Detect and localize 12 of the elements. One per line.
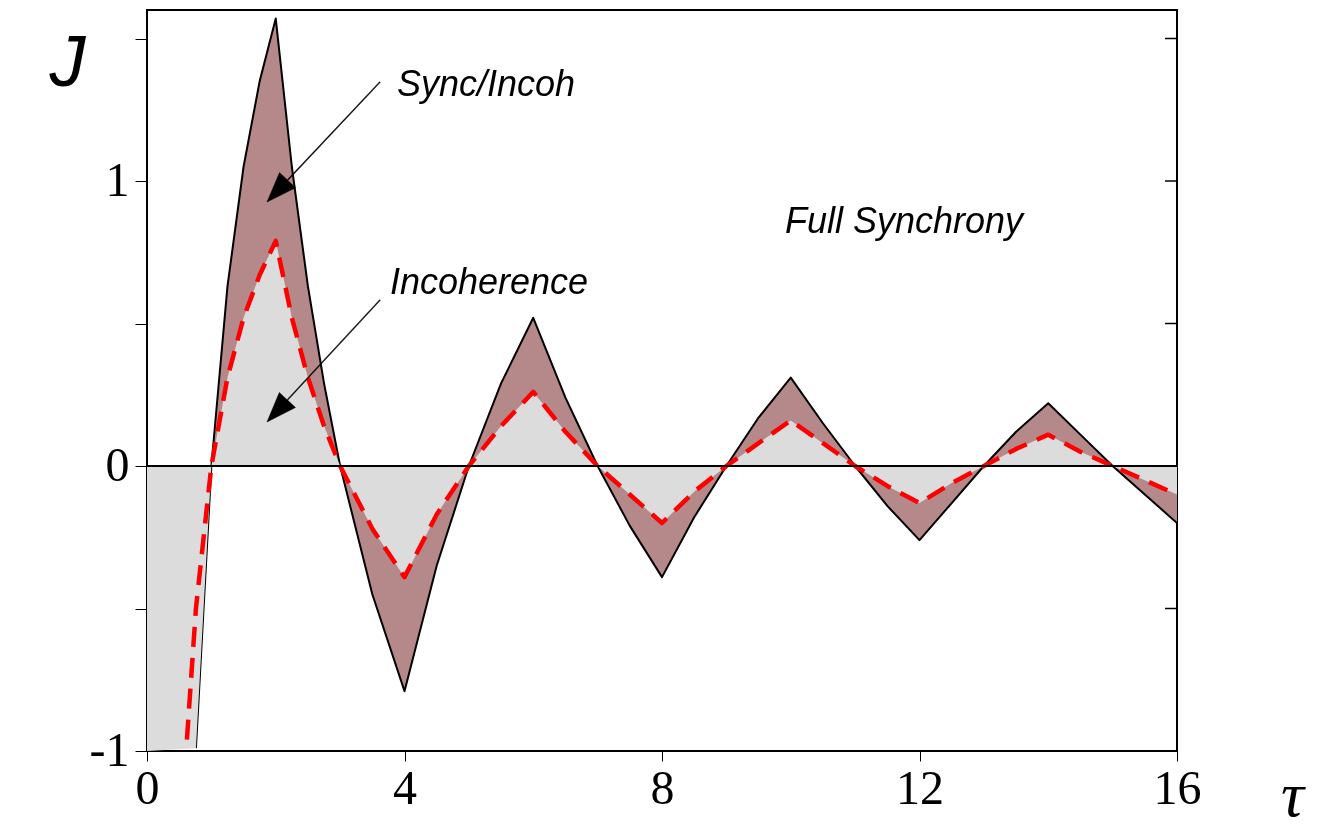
x-tick-label: 8 [650,760,675,814]
annotation: Full Synchrony [785,200,1026,241]
annotation: Incoherence [390,261,589,302]
y-tick-label: 1 [105,152,130,206]
x-axis-title: τ [1281,758,1307,829]
annotation: Sync/Incoh [397,63,576,104]
y-tick-label: -1 [89,722,130,776]
x-tick-label: 4 [393,760,417,814]
y-axis-title: J [48,20,87,101]
x-tick-label: 16 [1153,760,1202,814]
y-tick-label: 0 [105,437,130,491]
x-tick-label: 12 [896,760,944,814]
